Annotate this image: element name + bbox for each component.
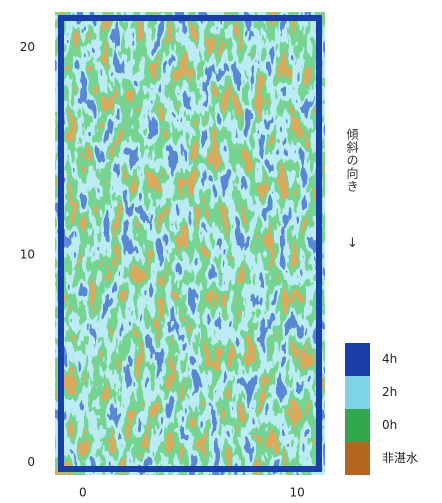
page: 0 10 20 0 10 4h 2h 0h 非湛水 傾斜の向き ↓	[0, 0, 442, 503]
legend-label: 4h	[382, 352, 397, 366]
x-tick-label: 10	[290, 486, 305, 500]
legend-label: 0h	[382, 418, 397, 432]
y-tick-label: 20	[20, 40, 35, 54]
legend-label: 2h	[382, 385, 397, 399]
y-tick-label: 0	[27, 455, 35, 469]
x-tick-label: 0	[79, 486, 87, 500]
legend-label: 非湛水	[382, 451, 418, 465]
chart: 0 10 20 0 10 4h 2h 0h 非湛水	[0, 0, 442, 503]
field-map	[55, 12, 325, 475]
slope-arrow: ↓	[347, 236, 358, 251]
legend-swatch	[345, 343, 370, 376]
legend-swatch	[345, 376, 370, 409]
field-texture	[55, 12, 325, 475]
legend-swatch	[345, 442, 370, 475]
y-tick-label: 10	[20, 247, 35, 261]
legend-swatch	[345, 409, 370, 442]
slope-annotation: 傾斜の向き	[344, 128, 361, 193]
